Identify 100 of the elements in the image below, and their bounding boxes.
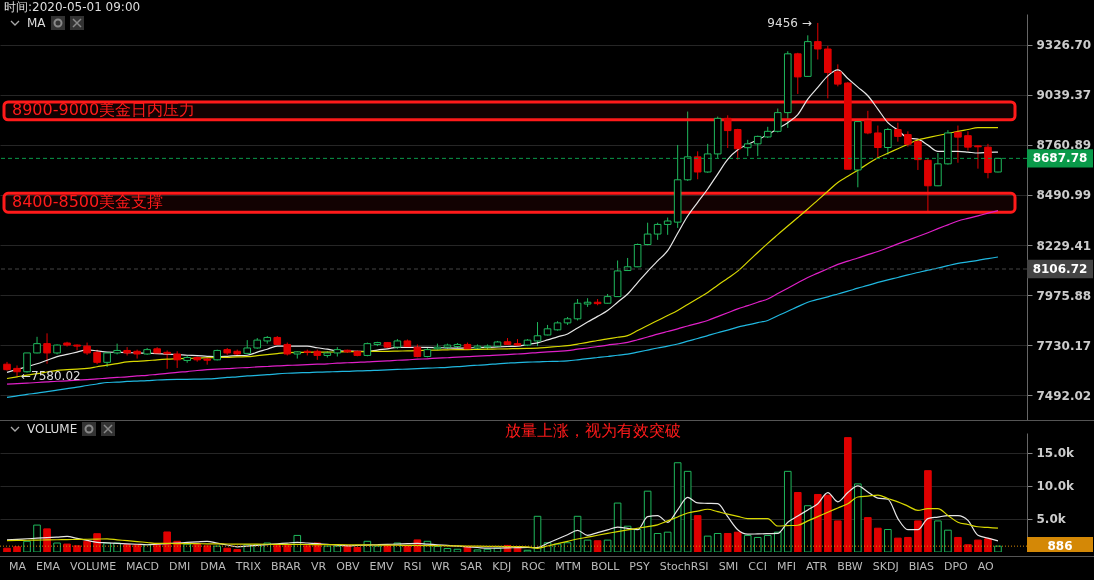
bar	[834, 520, 842, 552]
bar	[954, 536, 962, 552]
bar	[733, 531, 742, 552]
y-tick-label: 7975.88	[1036, 288, 1092, 303]
candlestick	[793, 52, 802, 95]
y-tick-label: 8760.89	[1036, 138, 1092, 153]
text: AO	[977, 560, 994, 573]
text: EMV	[369, 560, 394, 573]
candlestick	[573, 298, 582, 321]
text: MFI	[776, 560, 797, 573]
bar	[163, 531, 171, 552]
candlestick	[974, 144, 982, 170]
bar	[3, 547, 11, 552]
text: BOLL	[591, 560, 620, 573]
candlestick	[683, 111, 692, 182]
text: BRAR	[271, 560, 301, 573]
bar	[914, 520, 922, 552]
y-tick-label: 9039.37	[1036, 88, 1092, 103]
bar	[63, 543, 71, 552]
candlestick	[693, 150, 702, 180]
band-label: 8900-9000美金日内压力	[12, 99, 196, 119]
bar	[723, 532, 732, 552]
line-series	[6, 256, 999, 399]
candlestick	[703, 143, 712, 174]
candlestick	[894, 122, 902, 143]
bar	[83, 540, 91, 552]
text: DMI	[169, 560, 191, 573]
bar	[693, 515, 702, 552]
candlestick	[954, 125, 962, 164]
candlestick	[533, 321, 542, 347]
bar	[303, 545, 312, 552]
text: KDJ	[492, 560, 512, 573]
text: SAR	[459, 560, 483, 573]
candlestick	[884, 127, 892, 156]
text: BIAS	[908, 560, 934, 573]
band-label: 8400-8500美金支撑	[12, 192, 164, 212]
candlestick	[13, 364, 21, 377]
text: MTM	[555, 560, 582, 573]
text: SMI	[718, 560, 739, 573]
bar	[894, 537, 902, 552]
candlestick	[834, 63, 842, 87]
annotation: 9456 →	[767, 15, 812, 30]
text: VOLUME	[70, 560, 117, 573]
candlestick	[934, 152, 942, 187]
bar	[874, 527, 882, 552]
text: BBW	[837, 560, 863, 573]
y-tick-label: 7730.17	[1036, 338, 1092, 353]
text: CCI	[748, 560, 767, 573]
ref-line-label: 8687.78	[1032, 151, 1088, 166]
text: DPO	[943, 560, 968, 573]
text: WR	[431, 560, 450, 573]
text: OBV	[336, 560, 360, 573]
ref-line-label: 886	[1047, 539, 1073, 554]
bar	[133, 544, 141, 552]
ref-line-label: 8106.72	[1032, 262, 1088, 277]
y-tick-label: 8490.99	[1036, 188, 1092, 203]
y-tick-label: 9326.70	[1036, 38, 1092, 53]
candlestick	[723, 114, 732, 149]
bar	[964, 544, 972, 552]
candlestick	[874, 125, 882, 159]
candlestick	[964, 130, 972, 151]
bar	[813, 493, 822, 552]
chart-title: MA	[27, 16, 46, 30]
candlestick	[73, 343, 81, 351]
candlestick	[914, 139, 922, 171]
candlestick	[43, 332, 51, 365]
annotation: ←7580.02	[21, 369, 81, 384]
y-tick-label: 7492.02	[1036, 388, 1092, 403]
text: MA	[9, 560, 27, 573]
candlestick	[133, 349, 141, 360]
y-tick-label: 8229.41	[1036, 238, 1092, 253]
candlestick	[123, 346, 131, 356]
bar	[844, 437, 852, 552]
annotation: 放量上涨，视为有效突破	[505, 421, 681, 440]
text: DMA	[200, 560, 226, 573]
bar	[223, 547, 232, 552]
text: VR	[310, 560, 327, 573]
y-tick-label: 15.0k	[1036, 446, 1076, 461]
bar	[13, 546, 21, 552]
bar	[924, 470, 932, 552]
text: StochRSI	[659, 560, 709, 573]
line-series	[6, 127, 999, 380]
bar	[904, 536, 912, 552]
candlestick	[813, 22, 822, 61]
y-tick-label: 5.0k	[1036, 512, 1067, 527]
bar	[353, 547, 362, 552]
text: PSY	[629, 560, 650, 573]
bar	[283, 544, 292, 552]
bar	[73, 545, 81, 552]
bar	[824, 494, 832, 552]
candlestick	[113, 343, 121, 355]
chart-title: VOLUME	[27, 422, 78, 436]
text: 时间:2020-05-01 09:00	[4, 0, 141, 16]
text: ATR	[806, 560, 828, 573]
y-tick-label: 10.0k	[1036, 479, 1076, 494]
bar	[793, 492, 802, 552]
bar	[984, 538, 992, 552]
text: RSI	[403, 560, 422, 573]
text: TRIX	[235, 560, 261, 573]
text: ROC	[521, 560, 546, 573]
